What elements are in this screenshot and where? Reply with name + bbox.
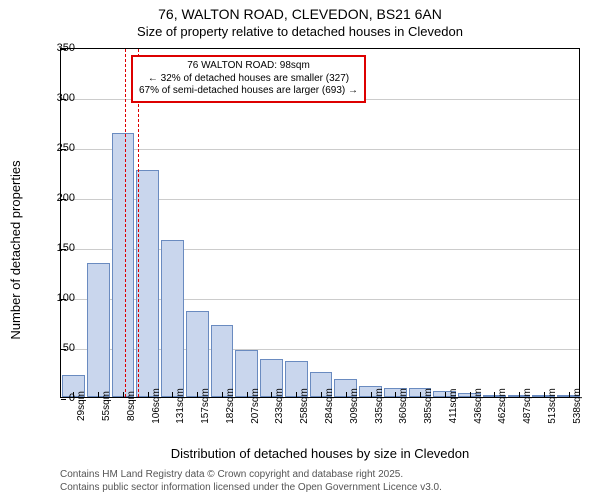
- x-tick-label: 335sqm: [374, 388, 385, 424]
- x-tick-label: 538sqm: [572, 388, 583, 424]
- gridline: [61, 149, 579, 150]
- x-tick: [395, 392, 396, 397]
- x-tick-label: 182sqm: [225, 388, 236, 424]
- footer-attribution: Contains HM Land Registry data © Crown c…: [60, 468, 442, 494]
- x-tick-label: 284sqm: [324, 388, 335, 424]
- annotation-box: 76 WALTON ROAD: 98sqm← 32% of detached h…: [131, 55, 366, 103]
- x-tick: [420, 392, 421, 397]
- y-tick-label: 50: [45, 342, 75, 354]
- x-tick-label: 131sqm: [175, 388, 186, 424]
- x-tick: [197, 392, 198, 397]
- x-tick: [172, 392, 173, 397]
- x-tick-label: 360sqm: [398, 388, 409, 424]
- x-tick-label: 29sqm: [76, 391, 87, 421]
- x-tick-label: 385sqm: [423, 388, 434, 424]
- x-tick: [148, 392, 149, 397]
- x-tick-label: 462sqm: [497, 388, 508, 424]
- histogram-bar: [87, 263, 110, 397]
- x-tick: [247, 392, 248, 397]
- y-tick-label: 350: [45, 42, 75, 54]
- y-tick-label: 250: [45, 142, 75, 154]
- x-tick-label: 309sqm: [349, 388, 360, 424]
- x-tick-label: 207sqm: [250, 388, 261, 424]
- histogram-bar: [161, 240, 184, 397]
- x-tick-label: 487sqm: [522, 388, 533, 424]
- x-tick-label: 411sqm: [448, 389, 459, 424]
- x-tick-label: 157sqm: [200, 388, 211, 424]
- histogram-bar: [211, 325, 234, 397]
- x-tick: [321, 392, 322, 397]
- x-tick-label: 436sqm: [473, 388, 484, 424]
- x-tick: [296, 392, 297, 397]
- plot-frame: 76 WALTON ROAD: 98sqm← 32% of detached h…: [60, 48, 580, 398]
- annot-line-3: 67% of semi-detached houses are larger (…: [139, 85, 358, 98]
- plot-area: 76 WALTON ROAD: 98sqm← 32% of detached h…: [60, 48, 580, 398]
- y-tick-label: 200: [45, 192, 75, 204]
- x-tick: [346, 392, 347, 397]
- x-tick-label: 513sqm: [547, 388, 558, 424]
- y-axis-label: Number of detached properties: [8, 160, 23, 339]
- x-tick: [222, 392, 223, 397]
- x-tick-label: 233sqm: [274, 388, 285, 424]
- y-tick-label: 300: [45, 92, 75, 104]
- footer-line-2: Contains public sector information licen…: [60, 481, 442, 494]
- x-tick: [271, 392, 272, 397]
- x-tick: [494, 392, 495, 397]
- y-tick-label: 150: [45, 242, 75, 254]
- chart-title: 76, WALTON ROAD, CLEVEDON, BS21 6AN: [0, 6, 600, 22]
- x-axis-label: Distribution of detached houses by size …: [60, 446, 580, 461]
- histogram-bar: [186, 311, 209, 397]
- x-tick-label: 106sqm: [151, 388, 162, 424]
- x-tick: [569, 392, 570, 397]
- x-tick: [519, 392, 520, 397]
- x-tick: [123, 392, 124, 397]
- x-tick-label: 55sqm: [101, 391, 112, 421]
- x-tick: [371, 392, 372, 397]
- y-tick-label: 0: [45, 392, 75, 404]
- x-tick: [544, 392, 545, 397]
- annot-line-2: ← 32% of detached houses are smaller (32…: [139, 73, 358, 86]
- y-tick-label: 100: [45, 292, 75, 304]
- x-tick-label: 258sqm: [299, 388, 310, 424]
- x-tick: [445, 392, 446, 397]
- footer-line-1: Contains HM Land Registry data © Crown c…: [60, 468, 442, 481]
- annot-line-1: 76 WALTON ROAD: 98sqm: [139, 60, 358, 73]
- chart-subtitle: Size of property relative to detached ho…: [0, 24, 600, 39]
- histogram-bar: [136, 170, 159, 397]
- x-tick: [470, 392, 471, 397]
- x-tick: [98, 392, 99, 397]
- x-tick-label: 80sqm: [126, 391, 137, 421]
